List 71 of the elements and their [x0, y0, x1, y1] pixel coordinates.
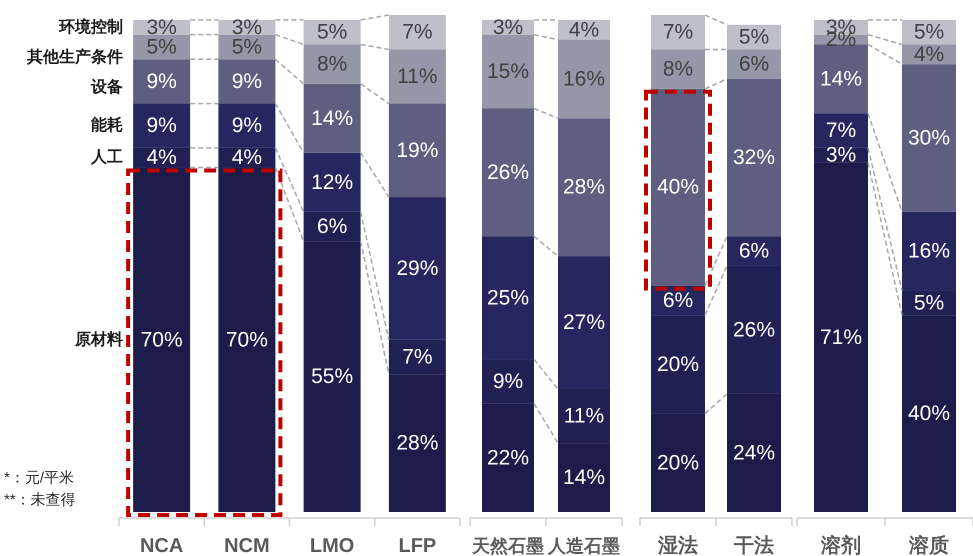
data-label: 24%	[732, 441, 776, 464]
data-label: 70%	[226, 328, 268, 352]
data-label: 3%	[492, 16, 524, 39]
x-tick-label: 干法	[733, 535, 774, 556]
data-label: 55%	[311, 365, 354, 388]
data-label: 8%	[662, 58, 694, 81]
data-label: 4%	[146, 146, 177, 170]
data-label: 16%	[908, 240, 950, 263]
data-label: 16%	[562, 67, 606, 90]
x-tick-label: 溶质	[908, 534, 949, 556]
data-label: 11%	[397, 65, 438, 88]
data-label: 28%	[562, 176, 606, 199]
x-tick-label: 溶剂	[820, 534, 861, 556]
data-label: 14%	[820, 67, 862, 90]
data-label: 7%	[402, 20, 433, 44]
data-label: 20%	[656, 451, 700, 474]
data-label: 7%	[826, 119, 856, 142]
series-label: 环境控制	[58, 16, 124, 36]
data-label: 22%	[486, 446, 530, 470]
series-label: 其他生产条件	[26, 48, 124, 66]
data-label: 9%	[232, 114, 262, 138]
data-label: 7%	[662, 20, 694, 44]
series-label: 能耗	[91, 116, 124, 134]
data-label: 4%	[232, 146, 262, 170]
data-label: 9%	[492, 370, 524, 394]
x-tick-label: NCA	[140, 535, 184, 556]
data-label: 6%	[738, 52, 770, 76]
data-label: 9%	[146, 114, 177, 138]
series-label: 原材料	[74, 330, 124, 348]
data-label: 19%	[396, 138, 438, 162]
data-label: 14%	[311, 106, 354, 130]
data-label: 25%	[486, 286, 530, 310]
data-label: 26%	[486, 160, 530, 184]
data-label: 70%	[140, 328, 183, 352]
notes: *：元/平米 **：未查得	[4, 470, 76, 508]
data-label: 15%	[486, 60, 530, 84]
data-label: 40%	[656, 176, 700, 199]
data-label: 27%	[562, 311, 606, 334]
data-label: 9%	[232, 70, 262, 93]
x-tick-label: 天然石墨	[471, 536, 544, 556]
data-label: 71%	[820, 326, 862, 349]
data-label: 3%	[826, 144, 856, 167]
data-label: 29%	[396, 256, 438, 280]
data-label: 26%	[732, 318, 776, 342]
data-label: 4%	[914, 42, 944, 66]
data-label: 6%	[316, 215, 348, 238]
x-tick-label: LMO	[310, 535, 354, 556]
x-tick-label: LFP	[398, 535, 436, 556]
x-tick-label: 人造石墨	[547, 536, 620, 556]
data-label: 5%	[914, 291, 944, 314]
data-label: 5%	[914, 20, 944, 44]
data-label: 5%	[738, 26, 770, 49]
data-label: 5%	[316, 20, 348, 44]
data-label: 30%	[908, 126, 950, 150]
data-label: 14%	[562, 466, 606, 490]
data-label: 11%	[564, 404, 604, 428]
data-label: 40%	[908, 402, 950, 426]
data-label: 28%	[396, 432, 438, 455]
data-label: 4%	[568, 18, 600, 42]
series-label: 设备	[90, 78, 124, 96]
data-label: 6%	[738, 240, 770, 263]
data-label: 7%	[402, 345, 433, 368]
data-label: 9%	[146, 70, 177, 93]
data-label: 6%	[662, 288, 694, 312]
x-tick-label: NCM	[224, 535, 270, 556]
data-label: 12%	[311, 170, 354, 194]
data-label: 32%	[732, 146, 776, 170]
series-label: 人工	[90, 148, 124, 166]
data-label: 20%	[656, 352, 700, 376]
data-label: 8%	[316, 52, 348, 76]
x-tick-label: 湿法	[657, 535, 698, 556]
